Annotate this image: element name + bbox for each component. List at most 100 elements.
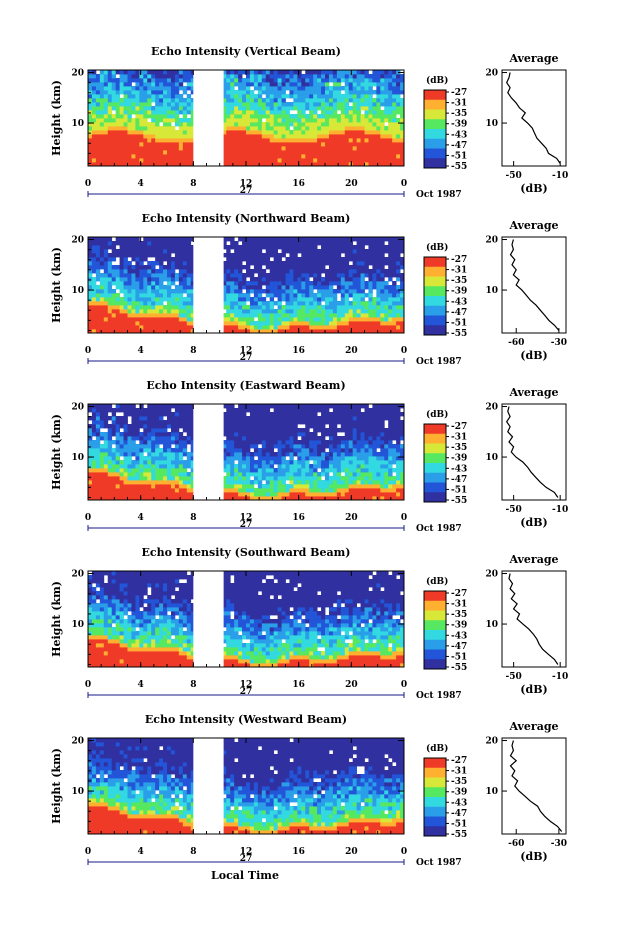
heatmap-cell [285,86,290,91]
heatmap-cell [139,118,144,123]
heatmap-cell [376,102,381,107]
heatmap-cell [103,273,109,278]
heatmap-cell [360,253,365,258]
heatmap-cell [396,297,401,302]
heatmap-cell [396,74,401,79]
heatmap-cell [257,321,263,326]
heatmap-cell [356,126,361,131]
heatmap-cell [388,245,393,250]
heatmap-cell [88,277,93,282]
heatmap-cell [400,460,405,465]
heatmap-cell [392,82,397,87]
heatmap-cell [186,285,192,290]
heatmap-cell [238,305,243,310]
heatmap-cell [281,484,286,489]
heatmap-cell [95,162,101,167]
heatmap-cell [281,464,286,469]
heatmap-cell [170,273,176,278]
heatmap-cell [163,86,168,91]
heatmap-cell [392,488,397,493]
y-axis-label: Height (km) [50,414,63,490]
heatmap-cell [265,420,271,425]
heatmap-cell [163,317,168,322]
heatmap-cell [396,241,401,246]
heatmap-cell [103,237,109,242]
heatmap-cell [281,440,286,445]
colorbar-unit: (dB) [426,75,448,86]
heatmap-cell [170,309,176,314]
heatmap-cell [305,70,310,75]
heatmap-cell [242,305,247,310]
heatmap-cell [131,70,136,75]
y-tick-label: 20 [71,236,84,246]
heatmap-cell [356,245,361,250]
heatmap-cell [147,281,152,286]
heatmap-cell [277,269,282,274]
heatmap-cell [265,456,271,461]
heatmap-cell [269,78,275,83]
heatmap-cell [325,82,330,87]
heatmap-cell [99,253,105,258]
heatmap-cell [170,78,176,83]
heatmap-cell [139,241,144,246]
heatmap-cell [238,265,243,270]
heatmap-cell [321,329,326,334]
heatmap-cell [230,484,235,489]
heatmap-cell [190,249,196,254]
heatmap-cell [155,249,160,254]
heatmap-cell [123,496,128,501]
heatmap-cell [190,102,196,107]
heatmap-cell [396,154,401,159]
heatmap-cell [356,261,361,266]
heatmap-cell [364,70,369,75]
heatmap-cell [123,253,128,258]
heatmap-cell [167,269,172,274]
heatmap-cell [344,464,350,469]
heatmap-cell [143,90,148,95]
heatmap-cell [115,98,120,103]
heatmap-cell [372,492,377,497]
heatmap-cell [226,325,231,330]
heatmap-cell [380,241,385,246]
heatmap-cell [111,313,117,318]
heatmap-cell [167,82,172,87]
heatmap-cell [257,281,263,286]
heatmap-cell [226,110,231,115]
heatmap-cell [123,277,128,282]
heatmap-cell [257,464,263,469]
heatmap-cell [321,158,326,163]
heatmap-cell [222,460,227,465]
heatmap-cell [190,158,196,163]
heatmap-cell [356,436,361,441]
heatmap-cell [392,460,397,465]
heatmap-cell [95,452,101,457]
heatmap-cell [230,142,235,147]
heatmap-cell [170,154,176,159]
heatmap-cell [293,118,298,123]
heatmap-cell [269,444,275,449]
heatmap-cell [99,313,105,318]
heatmap-cell [226,496,231,501]
heatmap-cell [376,317,381,322]
heatmap-cell [167,496,172,501]
heatmap-cell [301,309,306,314]
heatmap-cell [372,464,377,469]
heatmap-cell [380,158,385,163]
heatmap-cell [167,90,172,95]
heatmap-cell [301,150,306,155]
heatmap-cell [190,82,196,87]
heatmap-cell [238,329,243,334]
heatmap-cell [368,86,373,91]
heatmap-cell [372,301,377,306]
heatmap-cell [139,257,144,262]
heatmap-cell [257,424,263,429]
heatmap-cell [155,277,160,282]
profile-x-tick-label: -60 [508,338,524,348]
heatmap-cell [182,146,188,151]
heatmap-cell [289,277,294,282]
heatmap-cell [234,261,239,266]
heatmap-cell [281,265,286,270]
heatmap-cell [182,269,188,274]
heatmap-cell [396,317,401,322]
heatmap-cell [265,325,271,330]
